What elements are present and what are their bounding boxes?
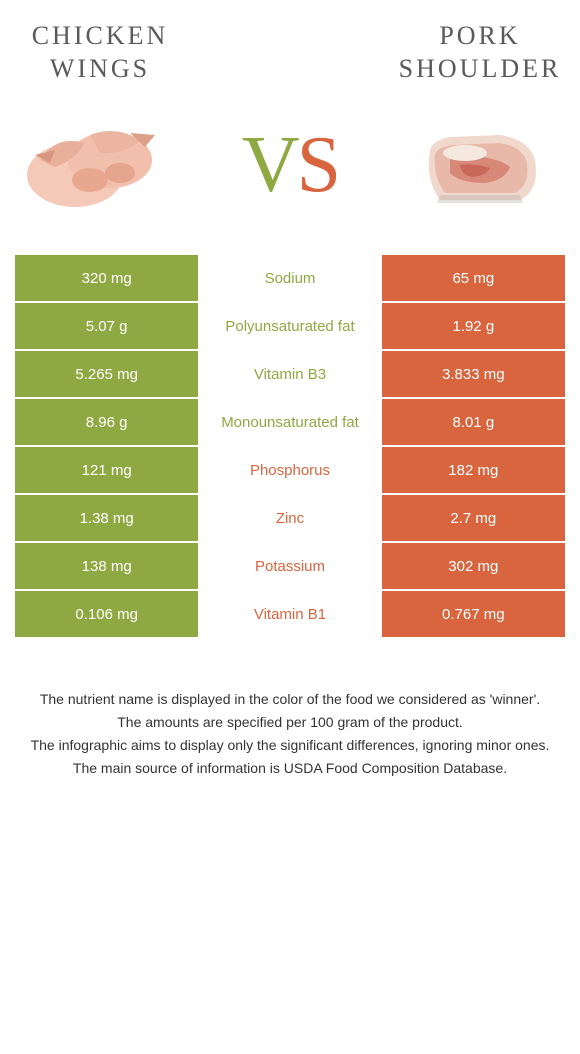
nutrient-table: 320 mgSodium65 mg5.07 gPolyunsaturated f…: [15, 255, 565, 639]
header: CHICKEN WINGS PORK SHOULDER: [15, 20, 565, 85]
left-value: 8.96 g: [15, 399, 198, 447]
right-value: 1.92 g: [382, 303, 565, 351]
vs-v: V: [242, 121, 297, 209]
left-value: 138 mg: [15, 543, 198, 591]
right-value: 3.833 mg: [382, 351, 565, 399]
nutrient-name: Vitamin B1: [198, 591, 381, 639]
images-row: VS: [15, 100, 565, 230]
left-food-title: CHICKEN WINGS: [15, 20, 185, 85]
right-value: 302 mg: [382, 543, 565, 591]
nutrient-name: Zinc: [198, 495, 381, 543]
table-row: 0.106 mgVitamin B10.767 mg: [15, 591, 565, 639]
left-value: 1.38 mg: [15, 495, 198, 543]
footer-line: The nutrient name is displayed in the co…: [23, 689, 557, 710]
left-value: 5.265 mg: [15, 351, 198, 399]
right-food-title: PORK SHOULDER: [395, 20, 565, 85]
vs-label: VS: [242, 120, 338, 211]
left-value: 5.07 g: [15, 303, 198, 351]
table-row: 138 mgPotassium302 mg: [15, 543, 565, 591]
nutrient-name: Sodium: [198, 255, 381, 303]
table-row: 5.265 mgVitamin B33.833 mg: [15, 351, 565, 399]
vs-s: S: [297, 121, 339, 209]
right-value: 65 mg: [382, 255, 565, 303]
right-value: 2.7 mg: [382, 495, 565, 543]
nutrient-name: Monounsaturated fat: [198, 399, 381, 447]
right-value: 8.01 g: [382, 399, 565, 447]
left-value: 121 mg: [15, 447, 198, 495]
footer-notes: The nutrient name is displayed in the co…: [15, 689, 565, 779]
table-row: 5.07 gPolyunsaturated fat1.92 g: [15, 303, 565, 351]
table-row: 320 mgSodium65 mg: [15, 255, 565, 303]
nutrient-name: Polyunsaturated fat: [198, 303, 381, 351]
footer-line: The amounts are specified per 100 gram o…: [23, 712, 557, 733]
left-value: 320 mg: [15, 255, 198, 303]
left-value: 0.106 mg: [15, 591, 198, 639]
table-row: 121 mgPhosphorus182 mg: [15, 447, 565, 495]
right-value: 0.767 mg: [382, 591, 565, 639]
footer-line: The main source of information is USDA F…: [23, 758, 557, 779]
chicken-wings-image: [15, 100, 185, 230]
table-row: 8.96 gMonounsaturated fat8.01 g: [15, 399, 565, 447]
table-row: 1.38 mgZinc2.7 mg: [15, 495, 565, 543]
footer-line: The infographic aims to display only the…: [23, 735, 557, 756]
pork-shoulder-image: [395, 100, 565, 230]
right-value: 182 mg: [382, 447, 565, 495]
nutrient-name: Potassium: [198, 543, 381, 591]
nutrient-name: Vitamin B3: [198, 351, 381, 399]
nutrient-name: Phosphorus: [198, 447, 381, 495]
